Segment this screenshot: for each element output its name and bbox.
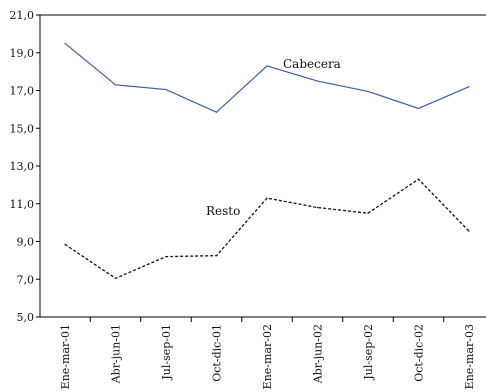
y-tick-label: 9,0 <box>17 236 35 249</box>
data-point <box>165 88 167 91</box>
x-tick-label: Ene-mar-02 <box>261 324 274 389</box>
data-point <box>468 230 470 232</box>
data-point <box>64 243 66 245</box>
x-tick-label: Jul-sep-02 <box>362 324 375 381</box>
x-axis: Ene-mar-01 Abr-jun-01 Jul-sep-01 Oct-dic-01… <box>59 317 476 389</box>
y-tick-label: 17,0 <box>10 85 35 98</box>
data-point <box>64 42 66 44</box>
data-point <box>417 178 420 180</box>
data-point <box>316 80 319 82</box>
y-tick-label: 13,0 <box>10 160 35 173</box>
series-layer <box>64 42 470 280</box>
data-point <box>215 111 218 113</box>
x-tick-label: Oct-dic-01 <box>211 324 224 382</box>
x-tick-label: Oct-dic-02 <box>413 324 426 382</box>
x-tick-label: Ene-mar-01 <box>59 324 72 389</box>
data-point <box>114 84 117 86</box>
data-point <box>215 255 218 257</box>
x-tick-label: Abr-jun-01 <box>110 324 123 384</box>
series-label-cabecera: Cabecera <box>283 57 341 71</box>
data-point <box>266 65 268 67</box>
x-tick-label: Jul-sep-01 <box>160 324 173 381</box>
x-tick-label: Ene-mar-03 <box>463 324 476 389</box>
series-label-layer: Cabecera Resto <box>206 57 341 218</box>
y-tick-label: 7,0 <box>17 273 35 286</box>
data-point <box>316 206 319 209</box>
y-axis: 5,0 7,0 9,0 11,0 13,0 15,0 17,0 19,0 21,0 <box>10 9 40 324</box>
data-point <box>367 90 369 93</box>
data-point <box>367 212 369 214</box>
y-tick-label: 15,0 <box>10 122 35 135</box>
y-tick-label: 19,0 <box>10 47 35 60</box>
data-point <box>114 277 117 279</box>
data-point <box>165 256 167 258</box>
data-point <box>417 107 420 110</box>
x-tick-label: Abr-jun-02 <box>312 324 325 384</box>
y-tick-label: 5,0 <box>17 311 35 324</box>
plot-frame <box>39 14 486 318</box>
y-tick-label: 11,0 <box>10 198 35 211</box>
series-label-resto: Resto <box>206 204 240 218</box>
y-tick-label: 21,0 <box>10 9 35 22</box>
data-point <box>266 197 268 199</box>
series-line-cabecera <box>64 42 470 113</box>
data-point <box>468 86 470 88</box>
series-line-resto <box>64 178 470 280</box>
